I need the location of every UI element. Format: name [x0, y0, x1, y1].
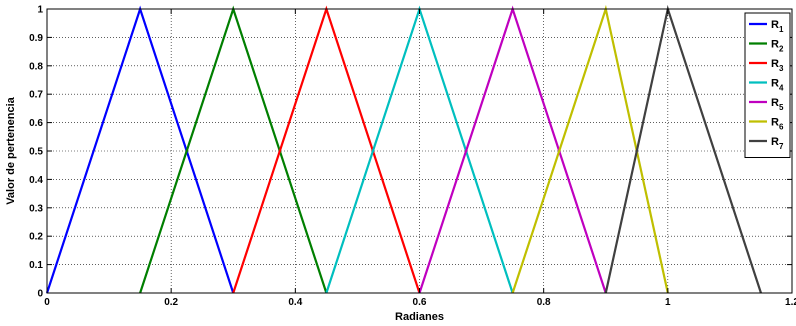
legend-label-subscript: 7 [779, 142, 784, 151]
y-tick-label: 0.1 [29, 260, 43, 271]
legend-label-name: R [771, 58, 779, 70]
y-tick-label: 1 [37, 5, 43, 16]
legend-label-r3: R3 [771, 58, 784, 73]
legend-label-subscript: 1 [779, 25, 784, 34]
y-tick-label: 0.6 [29, 118, 43, 129]
x-axis-label: Radianes [395, 311, 444, 323]
legend-label-r6: R6 [771, 117, 784, 132]
y-axis-label: Valor de pertenencia [5, 96, 17, 204]
y-tick-label: 0.3 [29, 203, 43, 214]
y-tick-label: 0.5 [29, 147, 43, 158]
y-tick-label: 0 [37, 289, 43, 300]
legend-label-subscript: 3 [779, 64, 784, 73]
legend-label-r4: R4 [771, 78, 784, 93]
grid [47, 9, 792, 293]
legend-label-r1: R1 [771, 19, 784, 34]
legend-label-name: R [771, 39, 779, 51]
x-tick-label: 1.2 [785, 297, 796, 308]
legend-label-subscript: 4 [779, 84, 784, 93]
y-tick-label: 0.7 [29, 90, 43, 101]
x-tick-label: 1 [665, 297, 671, 308]
legend-label-name: R [771, 97, 779, 109]
legend-label-r2: R2 [771, 39, 784, 54]
legend-label-name: R [771, 19, 779, 31]
legend-label-r5: R5 [771, 97, 784, 112]
legend-label-name: R [771, 136, 779, 148]
legend-label-name: R [771, 78, 779, 90]
legend-label-subscript: 2 [779, 45, 784, 54]
x-tick-label: 0.2 [164, 297, 178, 308]
x-tick-label: 0.4 [288, 297, 302, 308]
x-tick-label: 0.6 [413, 297, 427, 308]
ticks: 0 0.2 0.4 0.6 0.8 1 1.2 0 0.1 0.2 0.3 0.4 0.5 0.6 0.7 0… [29, 5, 796, 309]
x-tick-label: 0 [44, 297, 50, 308]
y-tick-label: 0.2 [29, 232, 43, 243]
legend-label-subscript: 5 [779, 103, 784, 112]
legend-label-r7: R7 [771, 136, 784, 151]
x-tick-label: 0.8 [537, 297, 551, 308]
y-tick-label: 0.8 [29, 61, 43, 72]
legend-box [744, 12, 791, 158]
y-tick-label: 0.4 [29, 175, 43, 186]
legend-label-name: R [771, 117, 779, 129]
legend-label-subscript: 6 [779, 123, 784, 132]
y-tick-label: 0.9 [29, 33, 43, 44]
